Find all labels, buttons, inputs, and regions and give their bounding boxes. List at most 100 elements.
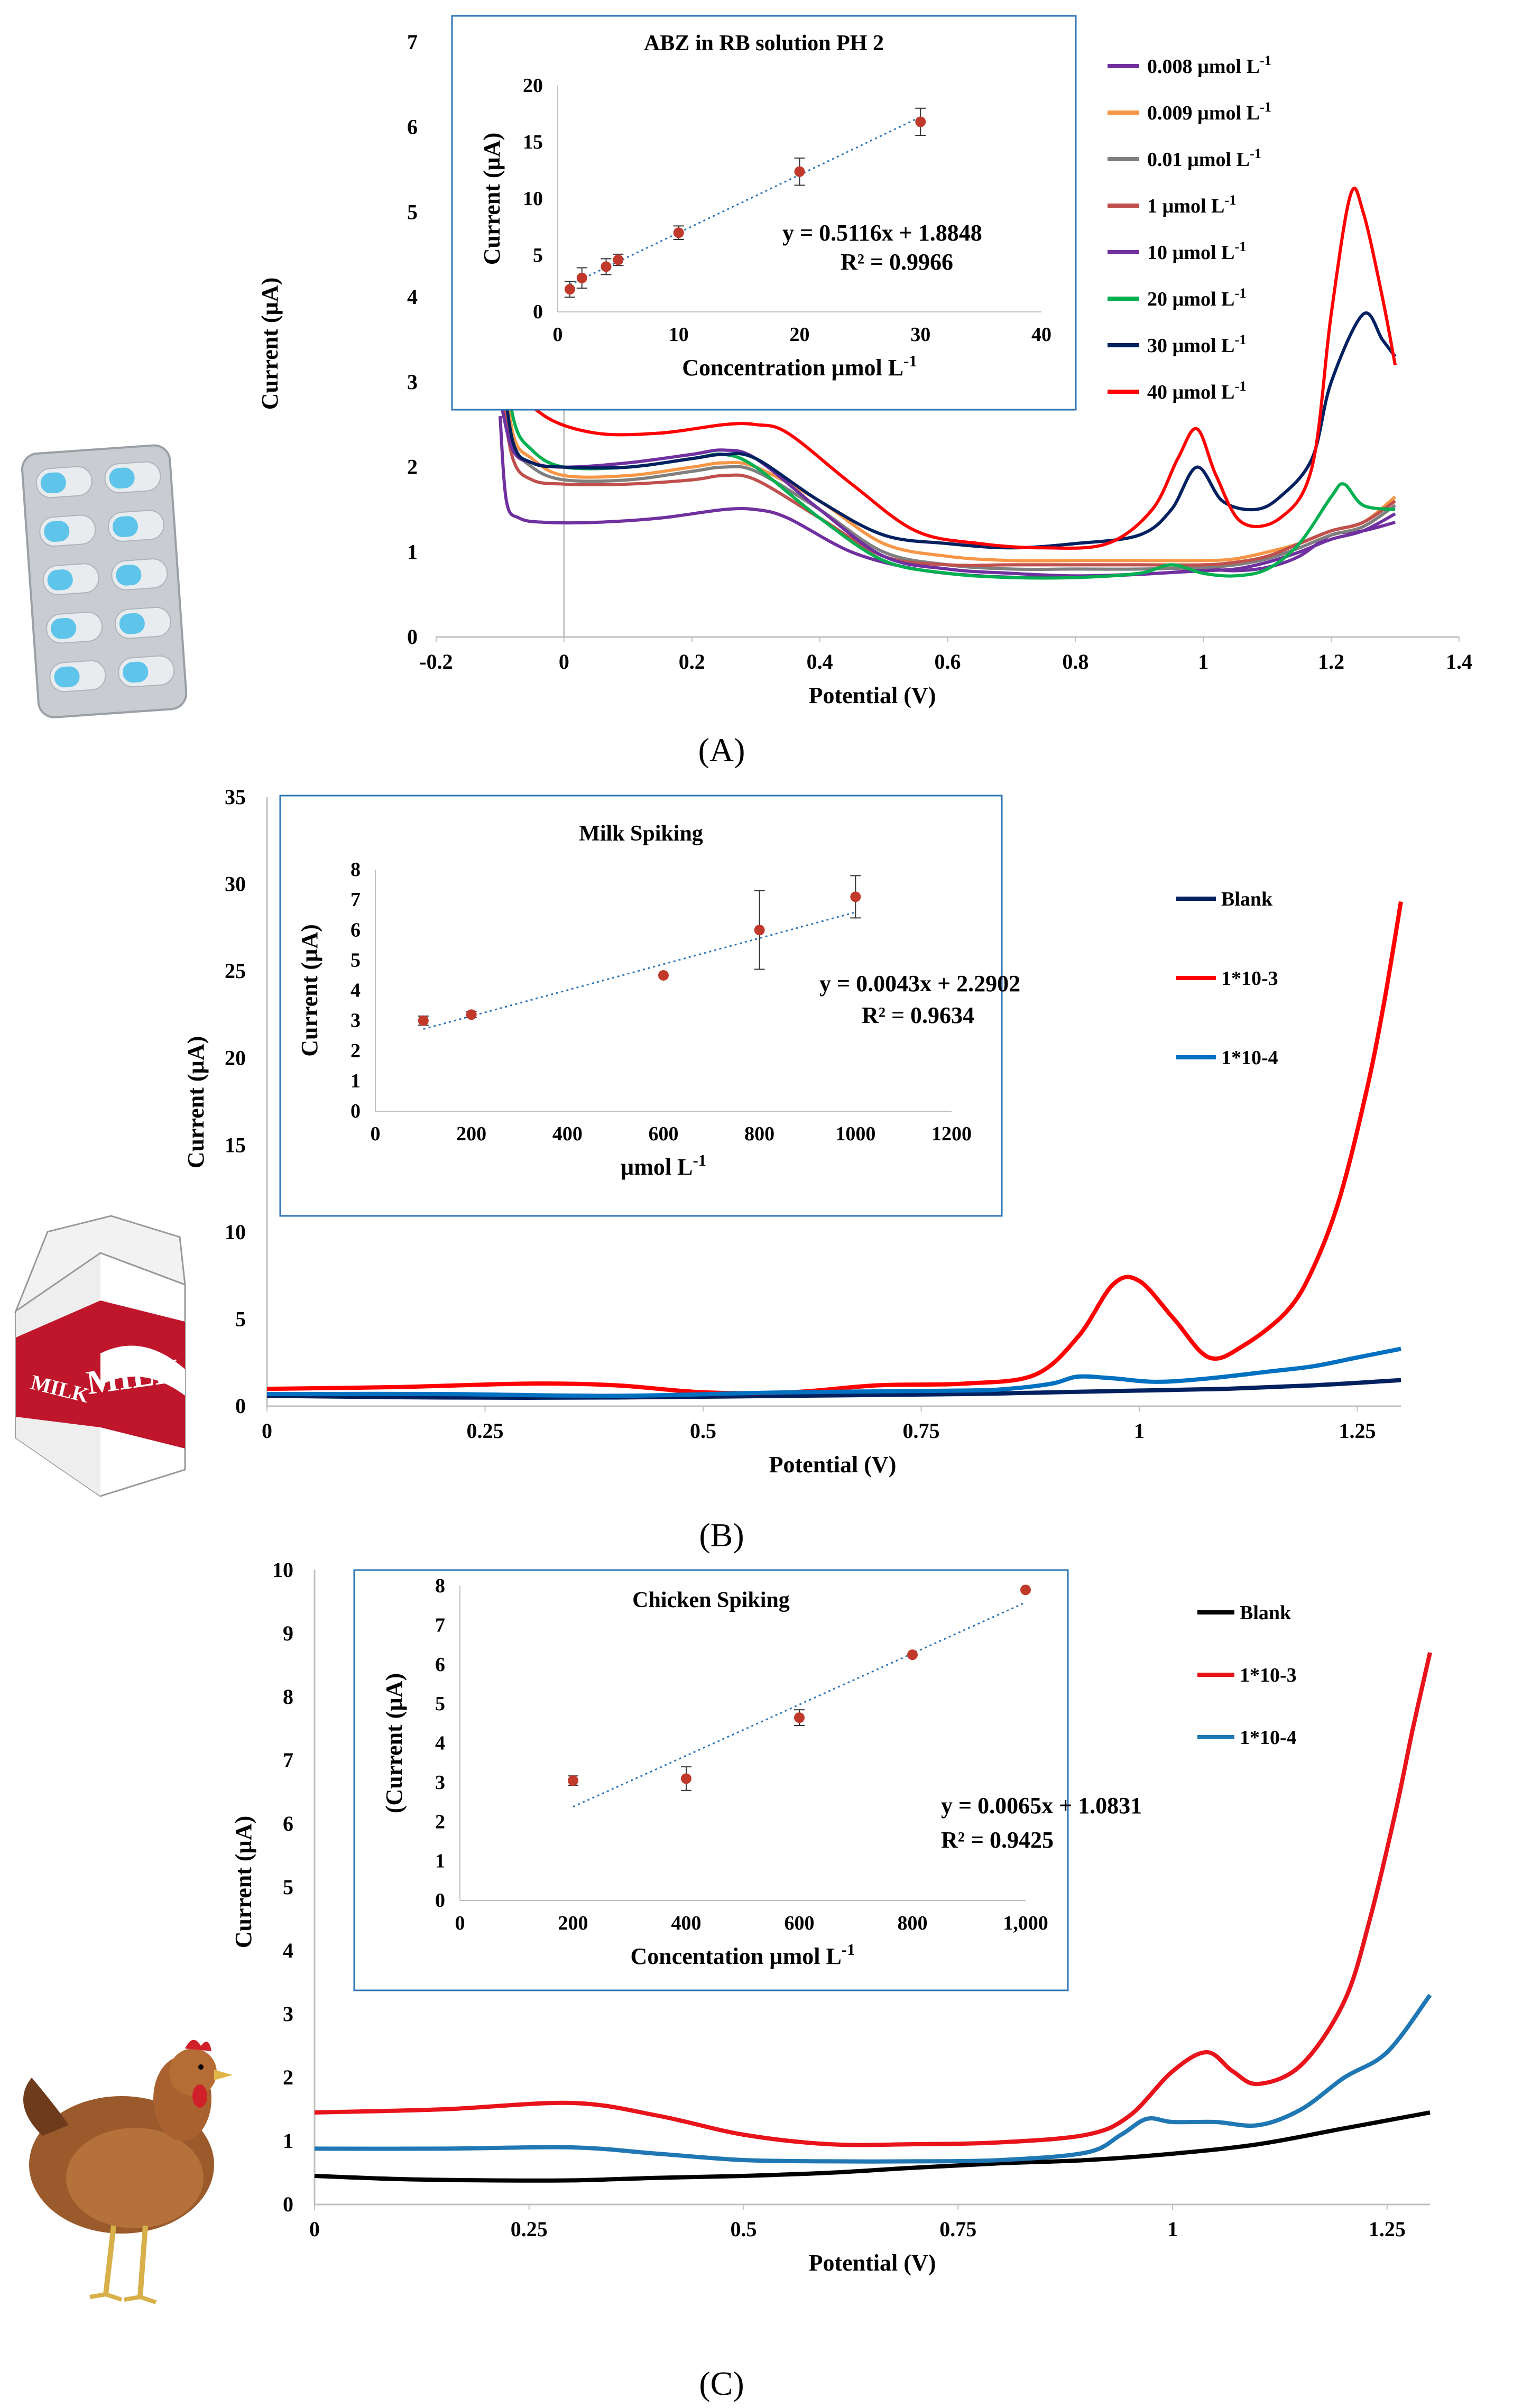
- y-axis-title: Current (µA): [183, 1036, 209, 1169]
- y-tick-label: 0: [407, 625, 418, 649]
- inset-y-tick-label: 10: [523, 188, 543, 210]
- inset-y-tick-label: 0: [533, 301, 543, 323]
- inset-y-tick-label: 7: [350, 889, 361, 911]
- inset-data-point: [613, 254, 624, 265]
- inset-x-tick-label: 600: [785, 1912, 815, 1934]
- series-line: [498, 382, 1396, 567]
- panel-a-caption: (A): [698, 731, 745, 769]
- inset-trendline: [423, 911, 856, 1030]
- x-axis-title: Potential (V): [809, 682, 936, 708]
- y-tick-label: 25: [225, 959, 246, 983]
- legend-label: 20 µmol L-1: [1147, 285, 1247, 310]
- x-tick-label: 1.2: [1318, 650, 1344, 673]
- inset-y-axis-title: Current (µA): [297, 924, 322, 1057]
- inset-data-point: [907, 1649, 918, 1660]
- inset-y-tick-label: 5: [533, 244, 543, 266]
- inset-equation: y = 0.0043x + 2.2902: [819, 971, 1020, 997]
- inset-calibration-chart: Milk Spiking 0 1 2 3 4 5 6 7 8 0 200 400 600 800 1000 12…: [279, 795, 1020, 1217]
- y-tick-label: 9: [283, 1621, 293, 1645]
- inset-calibration-chart: Chicken Spiking 0 1 2 3 4 5 6 7 8 0 200 400 600 800 1,0…: [353, 1569, 1142, 1991]
- inset-trendline: [569, 116, 921, 286]
- pill-icon: [104, 461, 161, 494]
- inset-x-tick-label: 200: [456, 1123, 486, 1145]
- inset-x-tick-label: 30: [910, 324, 930, 346]
- x-tick-label: 0.6: [935, 650, 961, 673]
- x-tick-label: 1: [1134, 1419, 1145, 1443]
- legend-label: 40 µmol L-1: [1147, 378, 1247, 403]
- y-tick-label: 35: [225, 785, 246, 809]
- y-tick-label: 5: [283, 1875, 293, 1899]
- inset-r-squared: R² = 0.9425: [941, 1827, 1054, 1853]
- inset-data-point: [794, 166, 805, 177]
- y-tick-label: 6: [283, 1812, 293, 1835]
- legend-label: 0.01 µmol L-1: [1147, 145, 1261, 171]
- inset-y-tick-label: 8: [435, 1575, 445, 1597]
- inset-calibration-chart: ABZ in RB solution PH 2 0 5 10 15 20 0 10 20 30 40…: [451, 15, 1077, 411]
- x-tick-label: 0.5: [690, 1419, 716, 1443]
- inset-y-tick-label: 6: [350, 919, 361, 941]
- series-line: [314, 1994, 1432, 2164]
- y-tick-label: 3: [283, 2002, 293, 2026]
- inset-data-point: [673, 227, 684, 238]
- x-tick-label: 0: [559, 650, 569, 673]
- x-tick-label: 0.25: [511, 2217, 548, 2241]
- x-tick-label: 0.25: [467, 1419, 504, 1443]
- y-tick-label: 7: [407, 30, 418, 54]
- y-tick-label: 10: [225, 1220, 246, 1244]
- inset-y-tick-label: 0: [350, 1100, 361, 1122]
- inset-title: ABZ in RB solution PH 2: [644, 31, 884, 56]
- legend-label: 1*10-4: [1240, 1727, 1297, 1749]
- series-line: [266, 1346, 1401, 1398]
- inset-x-tick-label: 200: [558, 1912, 588, 1934]
- pill-icon: [35, 466, 93, 499]
- legend-label: Blank: [1221, 888, 1273, 910]
- panel-c-caption: (C): [699, 2365, 744, 2402]
- x-tick-label: 0.75: [939, 2217, 976, 2241]
- inset-x-axis-title: µmol L-1: [621, 1151, 706, 1180]
- legend-label: 1*10-3: [1221, 967, 1278, 990]
- pill-icon: [118, 655, 175, 688]
- series-line: [498, 399, 1396, 578]
- series-line: [266, 901, 1403, 1396]
- inset-frame: [279, 795, 1003, 1217]
- x-tick-label: 0.5: [731, 2217, 757, 2241]
- inset-y-tick-label: 6: [435, 1654, 445, 1676]
- inset-y-tick-label: 2: [435, 1811, 445, 1833]
- y-tick-label: 10: [272, 1558, 293, 1582]
- series-line: [314, 1652, 1432, 2147]
- inset-trendline: [573, 1601, 1026, 1808]
- pill-icon: [39, 514, 96, 547]
- inset-y-tick-label: 1: [350, 1070, 361, 1092]
- x-axis-title: Potential (V): [809, 2250, 936, 2276]
- series-line: [266, 1378, 1401, 1400]
- y-tick-label: 0: [283, 2192, 293, 2216]
- y-axis-title: Current (µA): [230, 1816, 256, 1949]
- inset-equation: y = 0.5116x + 1.8848: [782, 220, 982, 246]
- inset-title: Milk Spiking: [579, 822, 703, 846]
- y-tick-label: 6: [407, 115, 418, 139]
- legend-label: 1*10-3: [1240, 1664, 1297, 1686]
- inset-x-tick-label: 400: [671, 1912, 702, 1934]
- panel-b-caption: (B): [699, 1516, 744, 1554]
- inset-y-tick-label: 3: [435, 1772, 445, 1794]
- x-tick-label: 0: [262, 1419, 272, 1443]
- pill-icon: [111, 558, 168, 591]
- inset-data-point: [418, 1015, 429, 1026]
- inset-data-point: [1020, 1584, 1031, 1595]
- x-tick-label: 0.75: [903, 1419, 940, 1443]
- inset-x-tick-label: 1200: [931, 1123, 972, 1145]
- legend-label: 1*10-4: [1221, 1047, 1278, 1069]
- y-tick-label: 8: [283, 1685, 293, 1709]
- inset-data-point: [915, 116, 926, 127]
- hen-icon: [23, 2040, 233, 2304]
- inset-data-point: [681, 1773, 691, 1784]
- x-tick-label: 1.25: [1369, 2217, 1406, 2241]
- inset-r-squared: R² = 0.9966: [841, 249, 953, 275]
- y-tick-label: 1: [283, 2129, 293, 2153]
- inset-x-tick-label: 40: [1031, 324, 1051, 346]
